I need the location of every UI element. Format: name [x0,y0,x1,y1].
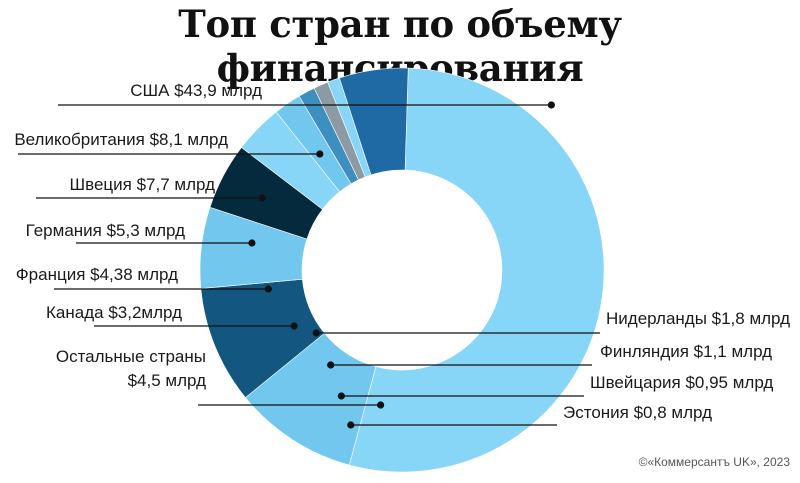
label-эстония: Эстония $0,8 млрд [563,403,712,422]
leader-dot-нидерланды [312,329,320,337]
label-канада: Канада $3,2млрд [46,303,182,322]
leader-dot-финляндия [327,361,335,369]
leader-dot-германия [248,239,256,247]
leader-dot-сша [547,101,555,109]
label-нидерланды: Нидерланды $1,8 млрд [606,309,790,328]
leader-dot-великобритания [316,150,324,158]
credit-text: ©«Коммерсантъ UK», 2023 [638,455,790,469]
leader-dot-франция [264,285,272,293]
label-остальные-страны-line-2: $4,5 млрд [128,371,206,390]
leader-dot-канада [290,322,298,330]
label-великобритания: Великобритания $8,1 млрд [14,130,228,149]
label-франция: Франция $4,38 млрд [16,265,178,284]
label-швеция: Швеция $7,7 млрд [70,175,216,194]
label-швейцария: Швейцария $0,95 млрд [590,373,773,392]
label-сша: США $43,9 млрд [130,81,262,100]
leader-dot-остальные-страны [377,401,385,409]
donut-slices [199,67,605,473]
slice-labels: США $43,9 млрд Великобритания $8,1 млрд Шв… [14,81,790,422]
leader-dot-швейцария [337,392,345,400]
leader-dot-швеция [258,194,266,202]
slice-остальные-страны [339,67,409,176]
label-германия: Германия $5,3 млрд [26,221,185,240]
slice-сша [348,67,605,473]
leader-dot-эстония [347,421,355,429]
label-финляндия: Финляндия $1,1 млрд [600,342,772,361]
leader-lines [18,101,600,429]
label-остальные-страны-line-1: Остальные страны [56,347,206,366]
